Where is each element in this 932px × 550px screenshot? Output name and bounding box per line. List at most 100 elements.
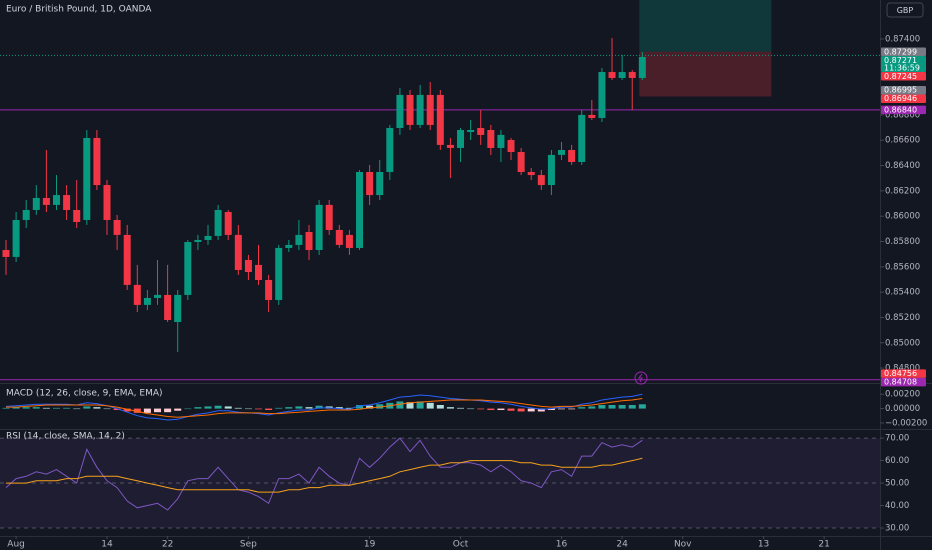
y-tick-label: 0.00200	[885, 390, 920, 400]
y-tick-label: 30.00	[885, 524, 909, 534]
alert-icon-bolt	[638, 373, 643, 383]
alert-icon[interactable]	[634, 371, 648, 385]
macd-histogram-bar	[366, 405, 374, 409]
candle-body	[628, 72, 636, 78]
macd-histogram-bar	[345, 407, 353, 409]
y-tick-label: 0.85400	[885, 288, 920, 298]
candle-body	[436, 94, 444, 145]
x-tick-label: 13	[758, 540, 769, 550]
macd-histogram-bar	[416, 401, 424, 409]
macd-histogram-bar	[73, 408, 81, 410]
price-badge	[881, 56, 926, 73]
y-tick-label: 0.86000	[885, 212, 920, 222]
macd-histogram-bar	[224, 406, 232, 409]
candle-body	[578, 114, 586, 163]
macd-histogram-bar	[426, 402, 434, 409]
rsi-ma-line	[6, 457, 643, 493]
candle-body	[204, 235, 212, 240]
signal-line	[6, 398, 643, 418]
candle-body	[618, 72, 626, 78]
candle-body	[244, 259, 252, 273]
macd-histogram-bar	[558, 408, 566, 410]
macd-histogram-bar	[285, 407, 293, 409]
chart-title: Euro / British Pound, 1D, OANDA	[6, 5, 152, 15]
macd-histogram-bar	[123, 408, 131, 412]
macd-line	[5, 393, 643, 421]
macd-histogram-bar	[547, 408, 555, 411]
candle-body	[113, 219, 121, 235]
price-badge-label: 0.87271	[884, 56, 917, 65]
macd-histogram-bar	[164, 408, 172, 413]
macd-histogram-bar	[275, 407, 283, 409]
currency[interactable]: GBP	[897, 6, 914, 15]
candle-body	[32, 197, 40, 210]
candle-body	[406, 94, 414, 125]
candle-body	[457, 129, 465, 148]
candle-body	[2, 249, 10, 257]
macd-histogram-bar	[255, 408, 263, 410]
candle-body	[265, 279, 273, 300]
macd-histogram-bar	[406, 402, 414, 409]
price-badge-label: 0.86840	[884, 105, 917, 114]
candle-body	[416, 94, 424, 125]
candle-body	[285, 244, 293, 248]
price-badge-label: 0.84756	[884, 369, 917, 378]
rsi-title: RSI (14, close, SMA, 14, 2)	[6, 432, 125, 442]
y-tick-label: 0.85200	[885, 313, 920, 323]
price-badge	[881, 85, 926, 95]
macd-histogram-bar	[42, 407, 50, 409]
candle-body	[386, 127, 394, 173]
candle-body	[12, 219, 20, 257]
macd-histogram-bar	[234, 407, 242, 409]
candle-body	[305, 232, 313, 250]
macd-histogram-bar	[335, 407, 343, 409]
currency-button[interactable]	[886, 2, 924, 18]
macd-histogram-bar	[598, 404, 606, 409]
price-badge	[881, 369, 926, 378]
macd-histogram-bar	[53, 407, 61, 409]
candle-body	[537, 175, 545, 186]
x-tick-label: 22	[162, 540, 173, 550]
candle-body	[93, 137, 101, 186]
macd-histogram-bar	[83, 406, 91, 409]
x-tick-label: 16	[556, 540, 568, 550]
macd-histogram-bar	[487, 408, 495, 411]
candle-body	[497, 134, 505, 148]
macd-title: MACD (12, 26, close, 9, EMA, EMA)	[6, 389, 163, 399]
macd-histogram-bar	[588, 406, 596, 409]
rsi-line	[5, 437, 643, 511]
candle-body	[517, 152, 525, 173]
macd-histogram-bar	[22, 407, 30, 409]
candle-body	[638, 56, 646, 78]
macd-histogram-bar	[396, 401, 404, 409]
candle-body	[527, 172, 535, 176]
y-tick-label: 50.00	[885, 479, 909, 489]
macd-histogram-bar	[356, 404, 364, 409]
macd-histogram-bar	[638, 404, 646, 409]
macd-histogram-bar	[507, 408, 515, 411]
candle-body	[477, 127, 485, 135]
y-tick-label: 0.86600	[885, 136, 920, 146]
macd-histogram-bar	[194, 407, 202, 409]
macd-histogram-bar	[315, 405, 323, 409]
x-tick-label: 24	[616, 540, 628, 550]
x-tick-label: 21	[818, 540, 829, 550]
y-tick-label: 0.84800	[885, 364, 920, 374]
candle-body	[356, 172, 364, 248]
macd-histogram-bar	[497, 408, 505, 411]
price-badge	[881, 377, 926, 387]
candle-body	[608, 72, 616, 78]
candle-body	[487, 129, 495, 148]
price-badge-label: 0.87299	[884, 47, 917, 56]
position-stop	[639, 51, 772, 97]
candle-body	[335, 229, 343, 245]
candle-body	[255, 264, 263, 280]
price-badge-label: 0.87245	[884, 72, 917, 81]
candle-body	[366, 172, 374, 196]
macd-histogram-bar	[568, 408, 576, 410]
macd-histogram-bar	[477, 408, 485, 410]
position-target	[639, 0, 772, 52]
macd-histogram-bar	[63, 407, 71, 409]
